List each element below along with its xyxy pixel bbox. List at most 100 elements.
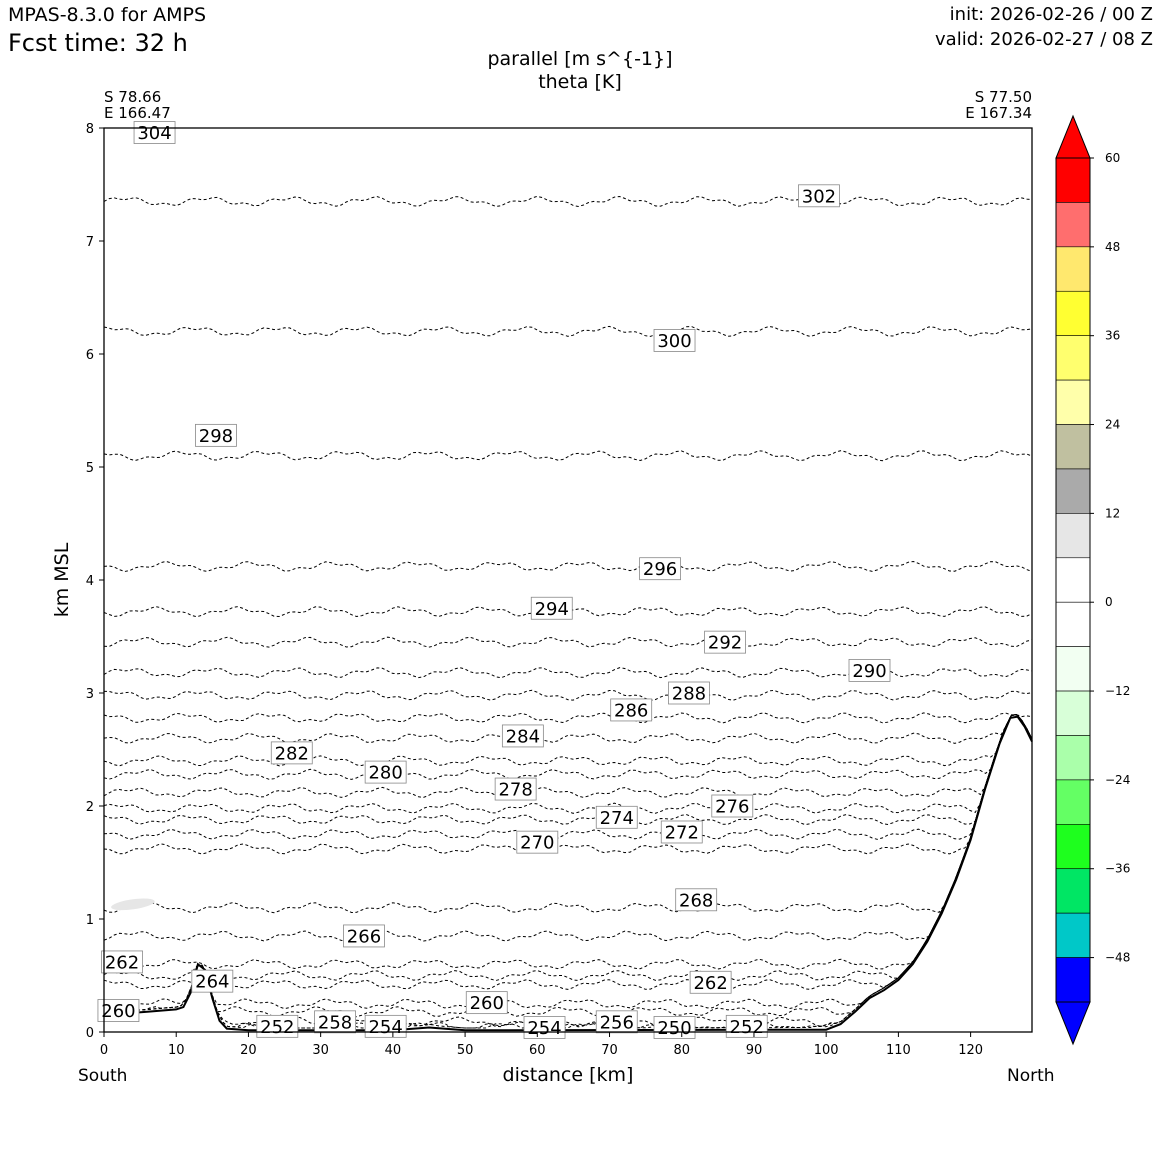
contour-label-252: 252: [725, 1014, 768, 1038]
left-endpoint-lat: S 78.66: [104, 88, 162, 106]
contour-label-text: 260: [101, 1001, 135, 1022]
colorbar-bin: [1055, 290, 1091, 336]
contour-label-text: 262: [693, 973, 727, 994]
theta-contour-282: [103, 714, 1033, 767]
x-tick-label: 100: [814, 1043, 839, 1058]
x-tick-label: 80: [673, 1043, 690, 1058]
colorbar-frame: [1055, 157, 1091, 1003]
x-tick-label: 120: [958, 1043, 983, 1058]
contour-label-258: 258: [314, 1010, 356, 1033]
x-tick-label: 20: [240, 1043, 257, 1058]
colorbar-bin: [1055, 646, 1091, 692]
contour-label-box: [191, 969, 234, 993]
terrain: [103, 715, 1033, 1032]
colorbar-tick-label: 12: [1105, 506, 1120, 520]
theta-contour-274: [103, 714, 1033, 826]
colorbar-extend-min: [1055, 1001, 1091, 1046]
contour-label-text: 274: [600, 808, 634, 829]
y-tick-label: 2: [86, 800, 94, 815]
theta-contour-268: [103, 714, 1033, 914]
theta-contour-254: [103, 714, 1033, 1029]
theta-contour-286: [103, 712, 1033, 724]
colorbar-tick-label: −36: [1105, 862, 1130, 876]
theta-contour-294: [103, 606, 1033, 618]
x-tick-label: 70: [601, 1043, 618, 1058]
wind-shading-patch: [111, 898, 155, 911]
contour-label-268: 268: [675, 888, 718, 912]
x-tick-label: 10: [168, 1043, 185, 1058]
contour-label-262: 262: [101, 950, 143, 973]
contour-label-264: 264: [191, 969, 234, 993]
colorbar: 60 48 36 24 12 0 −12 −24 −36 −48: [1055, 114, 1130, 1046]
contour-label-text: 282: [275, 743, 309, 764]
contour-label-box: [501, 724, 544, 748]
colorbar-bin: [1055, 468, 1091, 514]
theta-contour-270: [103, 714, 1033, 855]
contour-label-text: 260: [470, 993, 504, 1014]
contour-label-286: 286: [610, 698, 653, 722]
model-name: MPAS-8.3.0 for AMPS: [8, 4, 207, 26]
contour-label-box: [675, 888, 718, 912]
contour-label-260: 260: [97, 999, 140, 1022]
contour-label-text: 290: [852, 661, 886, 682]
valid-time: valid: 2026-02-27 / 08 Z: [935, 29, 1153, 50]
colorbar-bin: [1055, 335, 1091, 381]
contour-label-272: 272: [660, 820, 703, 844]
theta-contour-288: [104, 689, 1033, 701]
contour-label-302: 302: [798, 184, 840, 207]
colorbar-tick-label: 0: [1105, 595, 1113, 609]
contour-label-text: 258: [318, 1012, 352, 1033]
contour-label-text: 252: [730, 1017, 764, 1038]
contour-label-text: 266: [347, 926, 381, 947]
theta-contour-266: [103, 714, 1033, 942]
contour-label-box: [530, 596, 573, 620]
contour-label-254: 254: [523, 1016, 566, 1039]
right-endpoint-lat: S 77.50: [974, 88, 1032, 106]
contour-label-text: 288: [672, 684, 706, 705]
contour-label-box: [610, 698, 653, 722]
colorbar-bin: [1055, 824, 1091, 870]
x-axis-ticks: 0 10 20 30 40 50 60 70 80 90 100 110 120: [100, 1032, 983, 1058]
contour-label-box: [689, 970, 732, 994]
colorbar-tick-label: 60: [1105, 151, 1120, 165]
contour-label-box: [704, 630, 746, 654]
contour-label-text: 300: [657, 331, 691, 352]
forecast-time: Fcst time: 32 h: [8, 29, 188, 57]
contour-label-292: 292: [704, 630, 746, 654]
left-endpoint-lon: E 166.47: [104, 104, 171, 122]
contour-label-text: 262: [105, 952, 139, 973]
y-tick-label: 1: [86, 913, 94, 928]
contour-label-text: 272: [665, 822, 699, 843]
contour-label-260: 260: [465, 991, 508, 1014]
y-axis-ticks: 0 1 2 3 4 5 6 7 8: [86, 122, 104, 1041]
contour-label-box: [660, 820, 703, 844]
contour-label-box: [523, 1016, 566, 1039]
colorbar-bin: [1055, 202, 1091, 248]
contour-label-box: [343, 924, 385, 948]
contour-label-box: [653, 329, 696, 352]
colorbar-tick-label: 48: [1105, 240, 1120, 254]
theta-contour-278: [103, 714, 1033, 798]
contour-label-text: 280: [368, 763, 402, 784]
colorbar-bin: [1055, 912, 1091, 958]
x-label-south: South: [78, 1066, 128, 1086]
left-endpoint: S 78.66 E 166.47: [104, 89, 171, 121]
contour-label-252: 252: [256, 1014, 299, 1038]
colorbar-tick-label: −48: [1105, 951, 1130, 965]
contour-label-254: 254: [364, 1014, 407, 1038]
y-tick-label: 8: [86, 122, 94, 137]
theta-contour-264: [103, 714, 1033, 982]
contour-label-box: [668, 681, 710, 705]
theta-contour-254: [103, 714, 1033, 1029]
colorbar-bin: [1055, 735, 1091, 781]
contour-label-278: 278: [494, 777, 537, 801]
contour-label-text: 298: [199, 426, 233, 447]
contour-label-text: 284: [506, 726, 540, 747]
contour-label-text: 292: [708, 633, 742, 654]
x-tick-label: 30: [312, 1043, 329, 1058]
y-tick-label: 0: [86, 1026, 94, 1041]
contour-label-text: 264: [195, 972, 229, 993]
contour-label-274: 274: [595, 805, 638, 829]
contour-label-text: 254: [368, 1017, 402, 1038]
contour-label-box: [133, 121, 176, 144]
